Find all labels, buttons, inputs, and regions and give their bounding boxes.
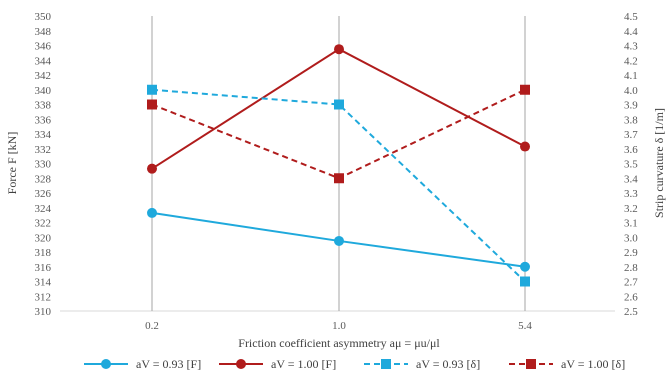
left-tick-label: 344 (35, 55, 52, 67)
left-tick-label: 328 (35, 173, 52, 185)
legend-item: aV = 0.93 [F] (84, 357, 201, 371)
data-point (147, 207, 157, 218)
series (147, 44, 530, 287)
left-tick-label: 348 (35, 26, 52, 38)
left-tick-label: 312 (35, 291, 52, 303)
right-tick-label: 2.6 (624, 291, 638, 303)
legend-label: aV = 0.93 [δ] (416, 357, 480, 371)
x-axis-title: Friction coefficient asymmetry aμ = μu/μ… (238, 336, 440, 350)
left-axis-ticks: 310 312 314 316 318 320 322 324 326 328 330 332 334 3… (35, 11, 52, 318)
legend-marker (526, 359, 536, 369)
series-0 (147, 207, 530, 272)
left-tick-label: 342 (35, 70, 52, 82)
right-tick-label: 4.4 (624, 26, 638, 38)
legend-label: aV = 1.00 [δ] (561, 357, 625, 371)
left-tick-label: 338 (35, 100, 52, 112)
legend-marker (236, 359, 246, 369)
series-3 (147, 84, 530, 184)
left-tick-label: 340 (35, 85, 52, 97)
left-tick-label: 322 (35, 218, 52, 230)
left-tick-label: 316 (35, 262, 52, 274)
x-axis-ticks: 0.2 1.0 5.4 (145, 320, 532, 332)
series-1 (147, 44, 530, 174)
right-tick-label: 2.7 (624, 277, 638, 289)
data-point (334, 235, 344, 246)
right-tick-label: 3.8 (624, 114, 638, 126)
data-point (334, 44, 344, 55)
right-tick-label: 2.5 (624, 306, 638, 318)
right-tick-label: 4.1 (624, 70, 638, 82)
right-tick-label: 3.9 (624, 100, 638, 112)
right-tick-label: 2.9 (624, 247, 638, 259)
data-point (147, 99, 157, 110)
data-point (520, 84, 530, 95)
left-tick-label: 310 (35, 306, 52, 318)
legend-item: aV = 1.00 [F] (219, 357, 336, 371)
left-tick-label: 314 (35, 277, 52, 289)
x-tick-label: 1.0 (332, 320, 346, 332)
x-tick-label: 0.2 (145, 320, 159, 332)
data-point (520, 261, 530, 272)
right-tick-label: 3.7 (624, 129, 638, 141)
right-tick-label: 3.4 (624, 173, 638, 185)
y-axis-left-title: Force F [kN] (5, 132, 19, 195)
legend-label: aV = 1.00 [F] (271, 357, 336, 371)
legend: aV = 0.93 [F] aV = 1.00 [F] aV = 0.93 [δ] a… (84, 357, 625, 371)
left-tick-label: 326 (35, 188, 52, 200)
right-tick-label: 4.0 (624, 85, 638, 97)
right-tick-label: 4.5 (624, 11, 638, 23)
data-point (334, 173, 344, 184)
right-axis-ticks: 2.5 2.6 2.7 2.8 2.9 3.0 3.1 3.2 3.3 3.4 3.5 3.6 3.7 3… (624, 11, 638, 318)
left-tick-label: 336 (35, 114, 52, 126)
legend-item: aV = 1.00 [δ] (509, 357, 625, 371)
right-tick-label: 3.5 (624, 159, 638, 171)
data-point (147, 163, 157, 174)
right-tick-label: 3.0 (624, 232, 638, 244)
right-tick-label: 3.6 (624, 144, 638, 156)
left-tick-label: 350 (35, 11, 52, 23)
grid (60, 16, 615, 312)
right-tick-label: 4.2 (624, 55, 638, 67)
left-tick-label: 346 (35, 41, 52, 53)
left-tick-label: 324 (35, 203, 52, 215)
left-tick-label: 330 (35, 159, 52, 171)
right-tick-label: 2.8 (624, 262, 638, 274)
y-axis-right-title: Strip curvature δ [1/m] (652, 108, 666, 218)
legend-label: aV = 0.93 [F] (136, 357, 201, 371)
left-tick-label: 320 (35, 232, 52, 244)
right-tick-label: 4.3 (624, 41, 638, 53)
left-tick-label: 334 (35, 129, 52, 141)
data-point (520, 141, 530, 152)
data-point (147, 84, 157, 95)
legend-item: aV = 0.93 [δ] (364, 357, 480, 371)
series-line (151, 88, 526, 283)
left-tick-label: 318 (35, 247, 52, 259)
data-point (520, 276, 530, 287)
legend-marker (101, 359, 111, 369)
right-tick-label: 3.3 (624, 188, 638, 200)
series-2 (147, 84, 530, 287)
right-tick-label: 3.1 (624, 218, 638, 230)
legend-marker (381, 359, 391, 369)
left-tick-label: 332 (35, 144, 52, 156)
data-point (334, 99, 344, 110)
x-tick-label: 5.4 (518, 320, 532, 332)
right-tick-label: 3.2 (624, 203, 638, 215)
